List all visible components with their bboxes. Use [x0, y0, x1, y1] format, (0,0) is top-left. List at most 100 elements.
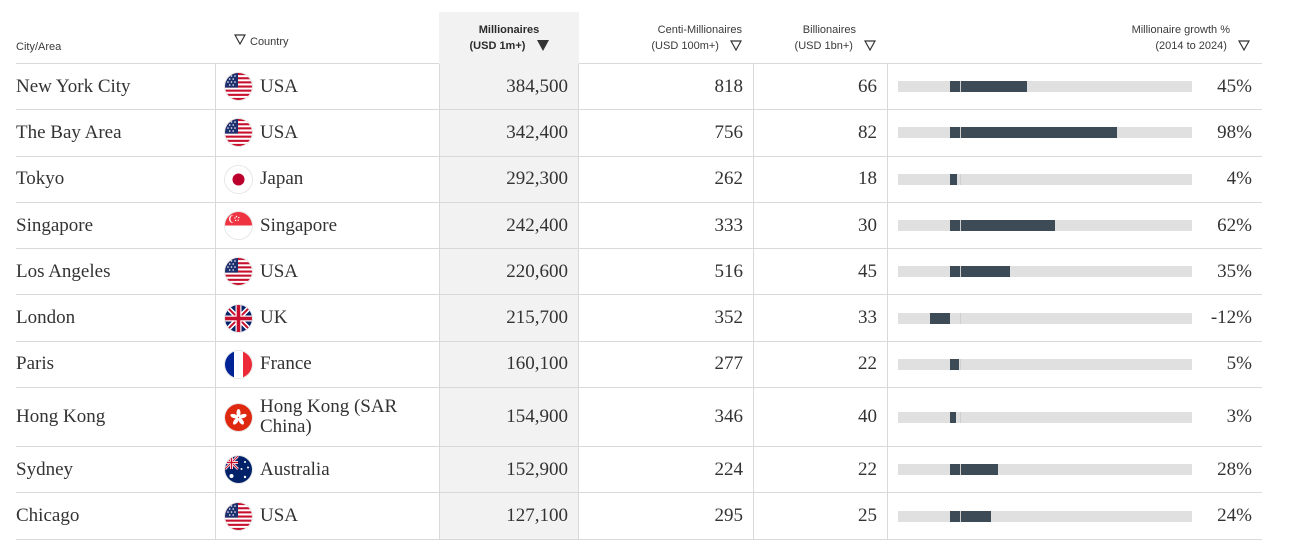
growth-bar-fill — [950, 510, 991, 522]
growth-bar-fill — [950, 266, 1010, 278]
city-cell: New York City — [16, 75, 131, 97]
growth-bar-fill — [950, 411, 956, 423]
france-flag-icon — [225, 350, 252, 378]
millionaires-cell: 215,700 — [439, 295, 579, 341]
header-billionaires-unit: (USD 1bn+) — [794, 40, 853, 52]
growth-bar-track — [898, 220, 1192, 232]
growth-bar-cell — [888, 110, 1192, 155]
billionaires-cell: 22 — [754, 447, 888, 493]
growth-bar-track — [898, 411, 1192, 423]
growth-zero-line — [960, 266, 961, 278]
millionaires-cell: 292,300 — [439, 156, 579, 202]
uk-flag-icon — [225, 304, 252, 332]
centi-millionaires-cell: 262 — [579, 156, 754, 202]
city-cell: Singapore — [16, 214, 94, 236]
millionaires-cell: 154,900 — [439, 388, 579, 447]
table-row: Singapore Singapore 242,400 333 30 62% — [16, 202, 1262, 250]
singapore-flag-icon — [225, 212, 252, 240]
growth-bar-fill — [950, 220, 1056, 232]
city-cell: Chicago — [16, 505, 80, 527]
city-cell: London — [16, 307, 76, 329]
growth-bar-track — [898, 510, 1192, 522]
city-cell: Sydney — [16, 458, 73, 480]
header-billionaires[interactable]: Billionaires (USD 1bn+) — [754, 12, 888, 64]
hong-kong-flag-icon — [225, 403, 252, 431]
billionaires-cell: 22 — [754, 341, 888, 388]
growth-bar-track — [898, 127, 1192, 139]
header-centi-millionaires[interactable]: Centi-Millionaires (USD 100m+) — [579, 12, 754, 64]
billionaires-cell: 18 — [754, 156, 888, 202]
growth-zero-line — [960, 510, 961, 522]
millionaires-cell: 127,100 — [439, 493, 579, 539]
growth-bar-track — [898, 358, 1192, 370]
growth-bar-cell — [888, 295, 1192, 340]
usa-flag-icon — [225, 502, 252, 530]
centi-millionaires-cell: 224 — [579, 447, 754, 493]
usa-flag-icon — [225, 258, 252, 286]
header-millionaires-unit: (USD 1m+) — [469, 40, 526, 52]
growth-zero-line — [960, 127, 961, 139]
growth-percent-cell: 24% — [1217, 505, 1252, 527]
millionaire-cities-table: City/Area Country Millionaires (USD 1m+)… — [16, 12, 1262, 540]
centi-millionaires-cell: 756 — [579, 110, 754, 156]
usa-flag-icon — [225, 119, 252, 147]
sort-triangle-icon — [863, 40, 877, 56]
growth-percent-cell: -12% — [1210, 307, 1252, 329]
growth-bar-fill — [929, 312, 950, 324]
billionaires-cell: 33 — [754, 295, 888, 341]
header-centi-label: Centi-Millionaires — [657, 24, 742, 36]
country-name: Hong Kong (SAR China) — [260, 396, 398, 438]
usa-flag-icon — [225, 73, 252, 101]
growth-zero-line — [960, 220, 961, 232]
header-city[interactable]: City/Area — [16, 12, 216, 64]
growth-zero-line — [960, 312, 961, 324]
country-cell: Singapore — [215, 202, 439, 249]
table-row: London UK 215,700 352 33 -12% — [16, 295, 1262, 342]
growth-percent-cell: 45% — [1217, 75, 1252, 97]
city-cell: Hong Kong — [16, 406, 106, 428]
header-growth[interactable]: Millionaire growth % (2014 to 2024) — [888, 12, 1262, 64]
header-millionaires[interactable]: Millionaires (USD 1m+) — [439, 12, 579, 64]
billionaires-cell: 40 — [754, 388, 888, 447]
sort-triangle-icon — [729, 40, 743, 56]
city-cell: The Bay Area — [16, 121, 122, 143]
country-cell: France — [215, 341, 439, 388]
growth-zero-line — [960, 173, 961, 185]
country-cell: Japan — [215, 156, 439, 202]
country-name: Australia — [260, 458, 330, 480]
billionaires-cell: 25 — [754, 493, 888, 539]
table-header: City/Area Country Millionaires (USD 1m+)… — [16, 12, 1262, 64]
billionaires-cell: 45 — [754, 249, 888, 295]
country-name: USA — [260, 75, 299, 97]
city-cell: Tokyo — [16, 168, 65, 190]
growth-percent-cell: 4% — [1226, 168, 1252, 190]
table-row: Hong Kong Hong Kong (SAR China) 154,900 … — [16, 388, 1262, 448]
growth-bar-fill — [950, 358, 959, 370]
country-name: USA — [260, 505, 299, 527]
growth-percent-cell: 3% — [1226, 406, 1252, 428]
country-name: Singapore — [260, 214, 338, 236]
australia-flag-icon — [225, 456, 252, 484]
country-cell: USA — [215, 249, 439, 295]
growth-bar-cell — [888, 157, 1192, 202]
growth-zero-line — [960, 81, 961, 93]
billionaires-cell: 30 — [754, 202, 888, 249]
header-millionaires-label: Millionaires — [478, 24, 540, 36]
header-country[interactable]: Country — [233, 12, 434, 64]
growth-bar-cell — [888, 447, 1192, 492]
header-centi-unit: (USD 100m+) — [651, 40, 719, 52]
billionaires-cell: 66 — [754, 64, 888, 110]
country-cell: Australia — [215, 447, 439, 493]
growth-bar-fill — [950, 173, 957, 185]
growth-bar-cell — [888, 203, 1192, 248]
centi-millionaires-cell: 516 — [579, 249, 754, 295]
growth-bar-cell — [888, 493, 1192, 538]
millionaires-cell: 220,600 — [439, 249, 579, 295]
growth-percent-cell: 62% — [1217, 214, 1252, 236]
country-name: France — [260, 353, 312, 375]
billionaires-cell: 82 — [754, 110, 888, 156]
sort-triangle-icon — [1237, 40, 1251, 56]
sort-desc-active-icon — [536, 40, 549, 56]
table-row: Tokyo Japan 292,300 262 18 4% — [16, 156, 1262, 203]
centi-millionaires-cell: 346 — [579, 388, 754, 447]
